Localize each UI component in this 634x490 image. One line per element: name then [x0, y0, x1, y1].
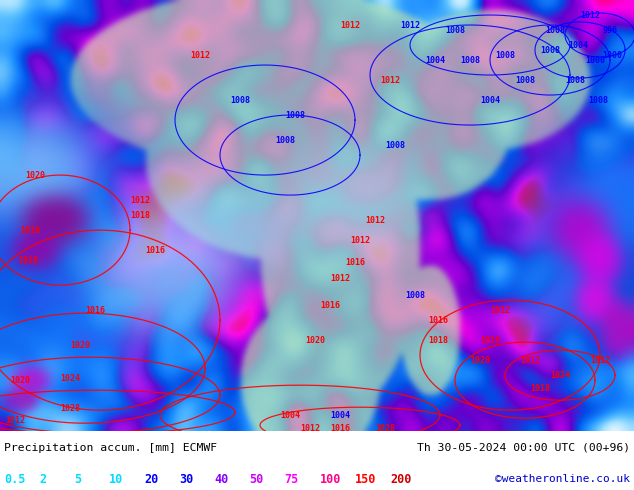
- Text: 1018: 1018: [428, 336, 448, 344]
- Text: 1008: 1008: [405, 291, 425, 300]
- Text: 200: 200: [390, 473, 411, 486]
- Text: 996: 996: [602, 25, 618, 34]
- Text: 0.5: 0.5: [4, 473, 25, 486]
- Text: 1008: 1008: [285, 111, 305, 120]
- Text: 1016: 1016: [320, 301, 340, 310]
- Text: 1018: 1018: [18, 256, 38, 265]
- Text: 1008: 1008: [230, 96, 250, 104]
- Text: 1020: 1020: [10, 376, 30, 385]
- Text: 100: 100: [320, 473, 341, 486]
- Text: 1000: 1000: [585, 55, 605, 65]
- Text: 1008: 1008: [588, 96, 608, 104]
- Text: 10: 10: [109, 473, 124, 486]
- Text: 1012: 1012: [380, 75, 400, 85]
- Text: Precipitation accum. [mm] ECMWF: Precipitation accum. [mm] ECMWF: [4, 442, 217, 453]
- Text: 1012: 1012: [190, 50, 210, 59]
- Text: 1008: 1008: [515, 75, 535, 85]
- Text: 1016: 1016: [480, 336, 500, 344]
- Text: 1020: 1020: [305, 336, 325, 344]
- Text: 1024: 1024: [550, 370, 570, 380]
- Text: 75: 75: [285, 473, 299, 486]
- Text: 1020: 1020: [25, 171, 45, 179]
- Text: 1012: 1012: [340, 21, 360, 29]
- Text: 50: 50: [250, 473, 264, 486]
- Text: 1008: 1008: [540, 46, 560, 54]
- Text: 2: 2: [39, 473, 46, 486]
- Text: 1012: 1012: [365, 216, 385, 224]
- Text: 1004: 1004: [568, 41, 588, 49]
- Text: 1028: 1028: [375, 424, 395, 433]
- Text: ©weatheronline.co.uk: ©weatheronline.co.uk: [495, 474, 630, 485]
- Text: 1012: 1012: [5, 416, 25, 425]
- Text: 150: 150: [355, 473, 377, 486]
- Text: 1024: 1024: [60, 374, 80, 383]
- Text: 1018: 1018: [530, 384, 550, 392]
- Text: 40: 40: [214, 473, 229, 486]
- Text: 1012: 1012: [400, 21, 420, 29]
- Text: 1008: 1008: [385, 141, 405, 149]
- Text: 20: 20: [145, 473, 158, 486]
- Text: 1016: 1016: [330, 424, 350, 433]
- Text: 1012: 1012: [490, 306, 510, 315]
- Text: 1012: 1012: [580, 10, 600, 20]
- Text: 1012: 1012: [300, 424, 320, 433]
- Text: 1008: 1008: [460, 55, 480, 65]
- Text: 1004: 1004: [280, 411, 300, 420]
- Text: 1016: 1016: [428, 316, 448, 325]
- Text: 1008: 1008: [445, 25, 465, 34]
- Text: 1000: 1000: [602, 50, 622, 59]
- Text: 1008: 1008: [545, 25, 565, 34]
- Text: 1020: 1020: [470, 356, 490, 365]
- Text: 1012: 1012: [590, 356, 610, 365]
- Text: 1008: 1008: [565, 75, 585, 85]
- Text: 1018: 1018: [130, 211, 150, 220]
- Text: 1012: 1012: [350, 236, 370, 245]
- Text: Th 30-05-2024 00:00 UTC (00+96): Th 30-05-2024 00:00 UTC (00+96): [417, 442, 630, 453]
- Text: 1016: 1016: [85, 306, 105, 315]
- Text: 1004: 1004: [480, 96, 500, 104]
- Text: 1012: 1012: [520, 356, 540, 365]
- Text: 5: 5: [74, 473, 81, 486]
- Text: 30: 30: [179, 473, 194, 486]
- Text: 1020: 1020: [70, 341, 90, 350]
- Text: 1028: 1028: [60, 404, 80, 413]
- Text: 1008: 1008: [495, 50, 515, 59]
- Text: 1016: 1016: [20, 225, 40, 235]
- Text: 1004: 1004: [425, 55, 445, 65]
- Text: 1012: 1012: [130, 196, 150, 205]
- Text: 1004: 1004: [330, 411, 350, 420]
- Text: 1016: 1016: [145, 245, 165, 255]
- Text: 1012: 1012: [330, 273, 350, 283]
- Text: 1008: 1008: [275, 136, 295, 145]
- Text: 1016: 1016: [345, 258, 365, 267]
